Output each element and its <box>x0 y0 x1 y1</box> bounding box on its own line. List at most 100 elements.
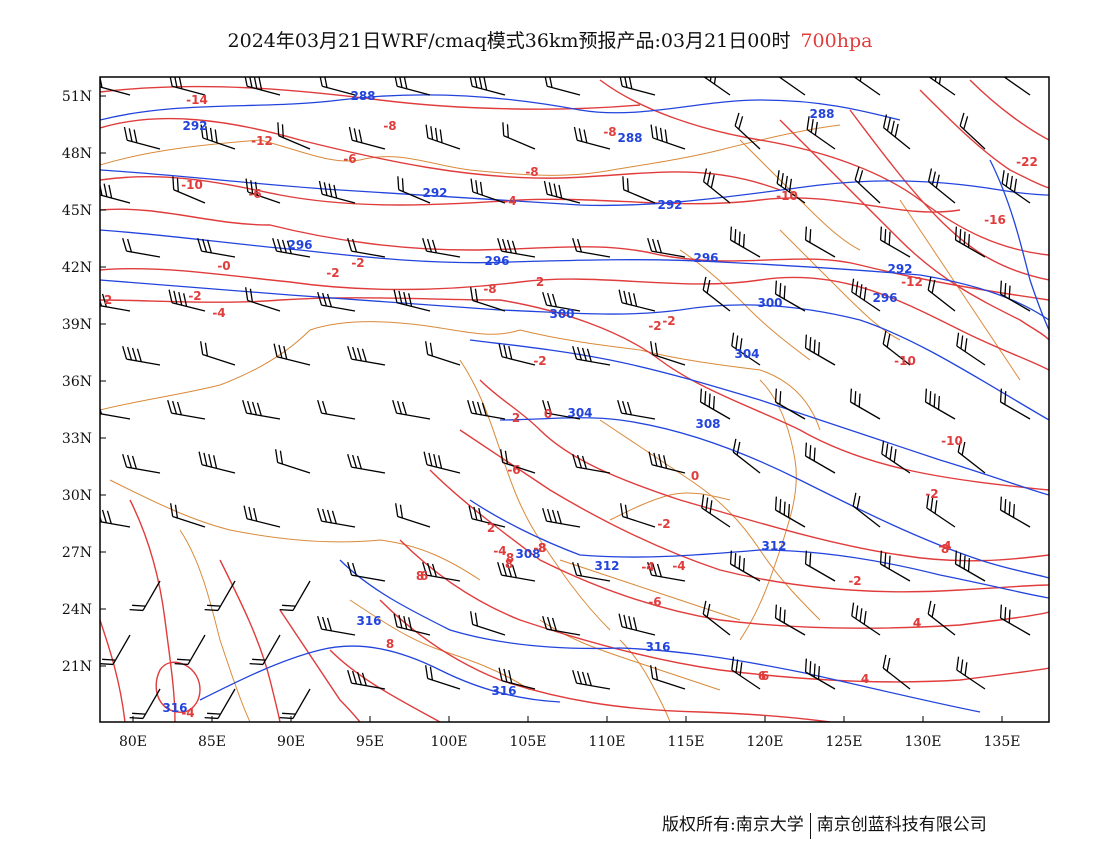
wind-barb <box>648 451 686 474</box>
lon-tick-label: 115E <box>668 734 705 750</box>
temperature-label: -10 <box>894 354 916 368</box>
border-line <box>779 229 901 341</box>
temperature-label: -2 <box>188 289 201 303</box>
temperature-label: 4 <box>861 672 869 686</box>
wind-barb <box>774 604 806 636</box>
wind-barb <box>926 77 956 96</box>
wind-barb <box>854 166 881 204</box>
lon-axis: 80E 85E 90E 95E 100E 105E 110E 115E 120E 125E 130E… <box>119 716 1020 750</box>
wind-barb <box>804 442 836 474</box>
wind-barb <box>347 562 386 582</box>
wind-barb <box>395 503 431 528</box>
wind-barb <box>927 600 956 636</box>
wind-barb <box>470 287 506 312</box>
isotherm <box>100 297 1049 491</box>
geopotential-isoline <box>339 559 981 713</box>
temperature-isolines <box>100 79 1049 722</box>
isotherm <box>399 539 1049 683</box>
wind-barb <box>100 634 131 666</box>
wind-barb <box>129 580 161 612</box>
wind-barb <box>498 343 536 366</box>
lon-tick-label: 105E <box>510 734 547 750</box>
lon-tick-label: 90E <box>277 734 305 750</box>
temperature-label: 0 <box>544 407 552 421</box>
isotherm <box>969 79 1049 141</box>
wind-barb <box>731 656 761 690</box>
isotherm <box>155 661 201 713</box>
wind-barb <box>497 562 536 582</box>
wind-barb <box>123 126 161 150</box>
lat-tick-label: 24N <box>62 602 92 618</box>
wind-barb <box>618 613 656 636</box>
wind-barb <box>924 388 956 420</box>
geopotential-label: 312 <box>594 559 619 573</box>
wind-barb <box>200 124 236 150</box>
wind-barb <box>647 238 686 258</box>
lon-tick-label: 80E <box>119 734 147 750</box>
border-line <box>519 329 821 431</box>
isotherm <box>379 599 831 722</box>
wind-barb <box>468 505 506 528</box>
temperature-label: 4 <box>913 616 921 630</box>
temperature-label: -8 <box>383 119 396 133</box>
wind-barb <box>279 688 311 720</box>
isotherm <box>919 89 1049 189</box>
border-line <box>739 139 861 251</box>
wind-barb <box>200 341 236 366</box>
wind-barb <box>249 634 281 666</box>
wind-barb <box>543 180 581 204</box>
temperature-label: -10 <box>776 189 798 203</box>
wind-barb <box>348 126 386 150</box>
footer-right: 南京创蓝科技有限公司 <box>816 815 987 835</box>
border-line <box>459 359 611 631</box>
isotherm <box>849 109 1049 281</box>
border-line <box>100 124 841 176</box>
geopotential-label: 292 <box>182 119 207 133</box>
wind-barb <box>572 562 611 582</box>
wind-barb <box>851 602 881 636</box>
wind-barb <box>242 400 281 420</box>
wind-barb <box>804 226 836 258</box>
wind-barb <box>272 238 311 258</box>
temperature-label: 8 <box>386 637 394 651</box>
wind-barb <box>882 654 911 690</box>
wind-barb <box>172 176 206 204</box>
wind-barb <box>542 292 581 312</box>
geopotential-isolines <box>100 94 1049 713</box>
wind-barb <box>776 77 806 96</box>
wind-barb <box>393 613 431 636</box>
geopotential-isoline <box>199 645 561 703</box>
temperature-label: -2 <box>662 314 675 328</box>
isotherm <box>100 619 126 722</box>
temperature-label: -4 <box>503 194 516 208</box>
border-line <box>179 529 251 722</box>
wind-barb <box>425 665 461 690</box>
footer-left: 版权所有:南京大学 <box>662 815 804 835</box>
temperature-label: -6 <box>507 463 520 477</box>
wind-barb <box>572 346 611 366</box>
lat-tick-label: 51N <box>62 89 92 105</box>
wind-barb <box>851 278 881 312</box>
geopotential-isoline <box>469 499 1049 599</box>
temperature-label: -16 <box>984 213 1006 227</box>
geopotential-label: 296 <box>693 251 718 265</box>
wind-barb <box>245 178 281 204</box>
wind-barb <box>542 400 581 420</box>
temperature-label: -4 <box>493 544 506 558</box>
temperature-label: -2 <box>848 574 861 588</box>
wind-barb <box>622 176 656 204</box>
wind-barb <box>618 289 656 312</box>
wind-barbs <box>100 77 1031 720</box>
border-line <box>899 199 1021 381</box>
temperature-label: -8 <box>483 282 496 296</box>
temperature-label: 6 <box>758 669 766 683</box>
wind-barb <box>776 170 806 204</box>
temperature-label: -0 <box>217 259 230 273</box>
temperature-label: -2 <box>326 266 339 280</box>
geopotential-label: 296 <box>287 238 312 252</box>
wind-barb <box>468 77 506 96</box>
wind-barb <box>956 656 986 690</box>
copyright-footer: 版权所有:南京大学 南京创蓝科技有限公司 <box>662 810 987 839</box>
border-line <box>539 619 721 691</box>
